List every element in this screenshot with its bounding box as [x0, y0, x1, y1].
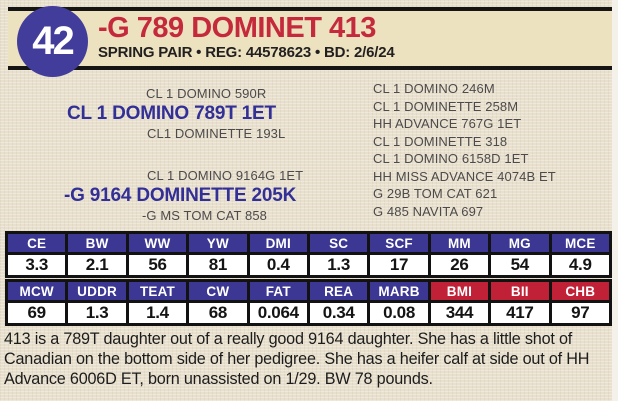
epd-header-cell: MG — [488, 231, 552, 255]
epd-value-cell: 3.3 — [4, 252, 69, 278]
epd-header-cell: TEAT — [125, 279, 190, 303]
epd-value-cell: 17 — [367, 252, 431, 278]
lot-number-badge: 42 — [17, 6, 88, 77]
lot-header: -G 789 DOMINET 413 SPRING PAIR • REG: 44… — [8, 7, 612, 70]
pedigree-ancestor: CL 1 DOMINO 246M — [373, 81, 495, 96]
pedigree-dam-group: CL 1 DOMINO 9164G 1ET -G 9164 DOMINETTE … — [0, 166, 365, 225]
epd-value-row: 3.3 2.1 56 81 0.4 1.3 17 26 54 4.9 — [4, 252, 613, 278]
epd-header-cell: WW — [125, 231, 190, 255]
lot-description: 413 is a 789T daughter out of a really g… — [4, 330, 590, 388]
epd-header-cell: DMI — [246, 231, 310, 255]
epd-value-cell: 4.9 — [548, 252, 613, 278]
epd-value-cell: 2.1 — [65, 252, 129, 278]
pedigree-ancestor: G 29B TOM CAT 621 — [373, 186, 498, 201]
pedigree-ancestor: CL 1 DOMINETTE 318 — [373, 133, 508, 149]
epd-value-cell: 0.064 — [246, 300, 310, 326]
pedigree-ancestor: HH MISS ADVANCE 4074B ET — [373, 168, 556, 184]
pedigree-ancestor: CL 1 DOMINETTE 258M — [373, 98, 519, 114]
epd-value-cell: 1.3 — [65, 300, 129, 326]
epd-header-cell: FAT — [246, 279, 310, 303]
pedigree-dam-sire: CL 1 DOMINO 9164G 1ET — [147, 168, 304, 183]
epd-value-cell: 68 — [186, 300, 250, 326]
pedigree-sire: CL 1 DOMINO 789T 1ET — [67, 103, 276, 124]
epd-header-cell: YW — [186, 231, 250, 255]
pedigree-dam-dam: -G MS TOM CAT 858 — [142, 208, 267, 223]
epd-value-cell: 344 — [427, 300, 492, 326]
pedigree-sire-dam: CL1 DOMINETTE 193L — [147, 126, 286, 141]
epd-header-cell: CW — [186, 279, 250, 303]
epd-value-cell: 56 — [125, 252, 190, 278]
epd-value-cell: 26 — [427, 252, 492, 278]
epd-header-cell: SCF — [367, 231, 431, 255]
epd-value-cell: 54 — [488, 252, 552, 278]
pedigree-ancestor: G 485 NAVITA 697 — [373, 203, 484, 219]
epd-value-cell: 0.4 — [246, 252, 310, 278]
epd-header-cell: MM — [427, 231, 492, 255]
pedigree-sire-sire: CL 1 DOMINO 590R — [146, 86, 267, 101]
epd-value-cell: 0.34 — [306, 300, 371, 326]
pedigree-sire-group: CL 1 DOMINO 590R CL 1 DOMINO 789T 1ET CL… — [0, 84, 365, 143]
pedigree-parents-column: CL 1 DOMINO 590R CL 1 DOMINO 789T 1ET CL… — [0, 84, 365, 225]
epd-header-row: CE BW WW YW DMI SC SCF MM MG MCE — [4, 231, 613, 255]
pedigree-ancestors-column: CL 1 DOMINO 246M CL 1 DOMINETTE 258M HH … — [373, 80, 556, 220]
epd-header-cell: CE — [4, 231, 69, 255]
pedigree-ancestor: HH ADVANCE 767G 1ET — [373, 116, 522, 131]
epd-value-cell: 1.3 — [306, 252, 371, 278]
epd-header-cell: REA — [306, 279, 371, 303]
epd-header-row: MCW UDDR TEAT CW FAT REA MARB BMI BII CH… — [4, 279, 613, 303]
epd-header-cell: MCW — [4, 279, 69, 303]
lot-number: 42 — [32, 19, 74, 63]
epd-index-header-cell: BII — [488, 279, 552, 303]
epd-value-cell: 69 — [4, 300, 69, 326]
epd-table-growth: CE BW WW YW DMI SC SCF MM MG MCE 3.3 2.1… — [4, 231, 613, 278]
epd-header-cell: SC — [306, 231, 371, 255]
lot-subtitle: SPRING PAIR • REG: 44578623 • BD: 2/6/24 — [98, 44, 395, 61]
epd-header-cell: MCE — [548, 231, 613, 255]
page-edge-margin — [612, 0, 618, 401]
epd-table-maternal-carcass: MCW UDDR TEAT CW FAT REA MARB BMI BII CH… — [4, 279, 613, 326]
epd-value-cell: 1.4 — [125, 300, 190, 326]
pedigree-dam: -G 9164 DOMINETTE 205K — [64, 185, 297, 206]
pedigree-ancestor: CL 1 DOMINO 6158D 1ET — [373, 151, 529, 166]
epd-value-row: 69 1.3 1.4 68 0.064 0.34 0.08 344 417 97 — [4, 300, 613, 326]
epd-value-cell: 81 — [186, 252, 250, 278]
epd-value-cell: 0.08 — [367, 300, 431, 326]
animal-name-title: -G 789 DOMINET 413 — [98, 12, 376, 44]
epd-value-cell: 97 — [548, 300, 613, 326]
epd-index-header-cell: BMI — [427, 279, 492, 303]
epd-header-cell: UDDR — [65, 279, 129, 303]
epd-header-cell: MARB — [367, 279, 431, 303]
epd-value-cell: 417 — [488, 300, 552, 326]
epd-header-cell: BW — [65, 231, 129, 255]
epd-index-header-cell: CHB — [548, 279, 613, 303]
